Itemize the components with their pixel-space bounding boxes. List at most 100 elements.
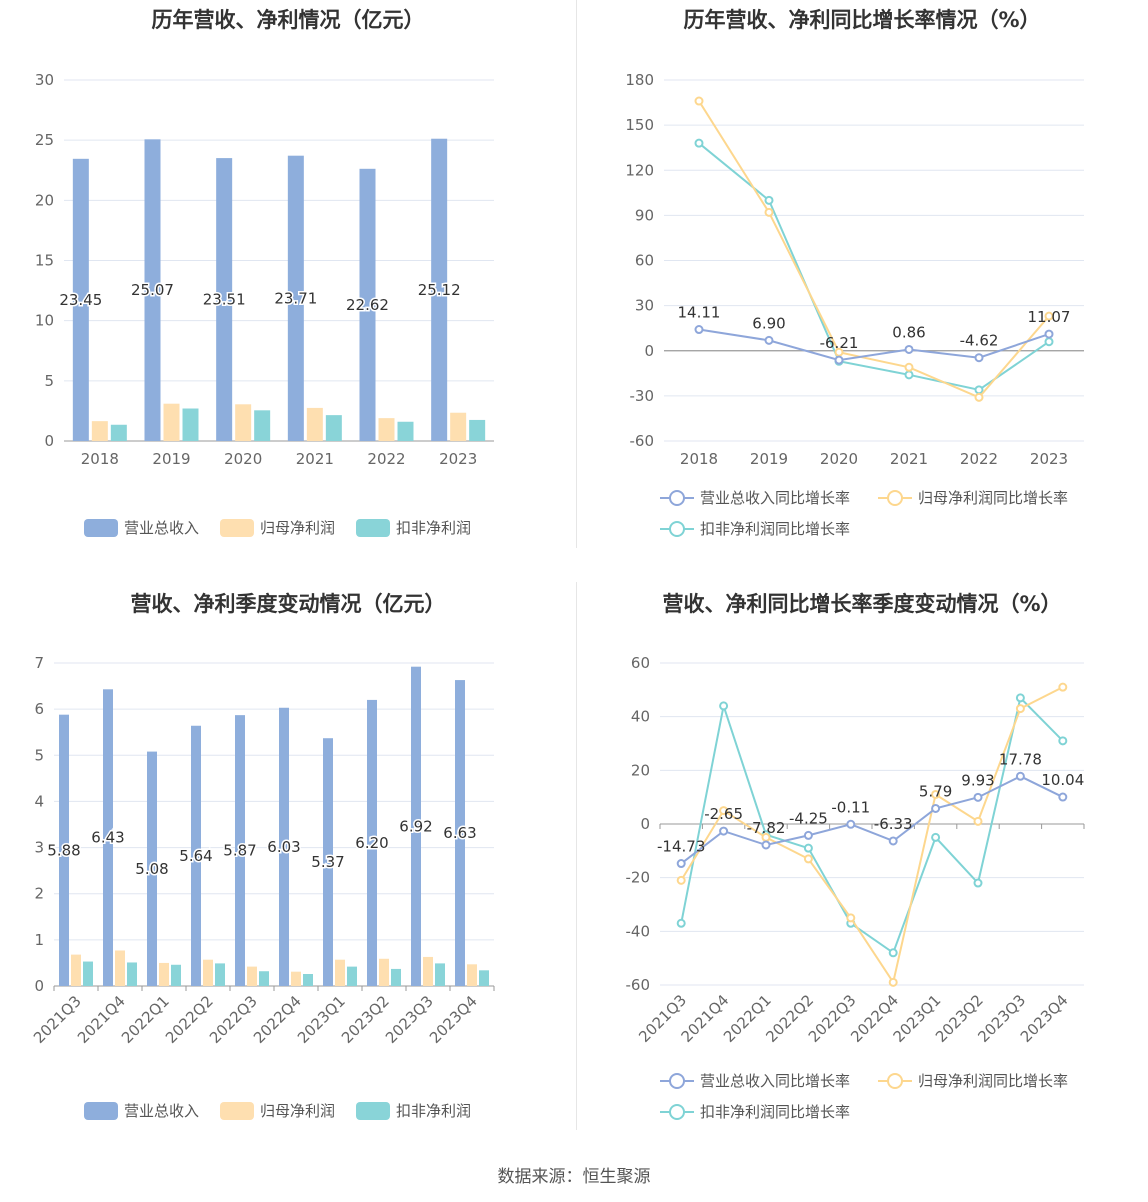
data-label: -0.11 <box>831 798 870 816</box>
bar <box>83 961 93 986</box>
y-tick-label: 0 <box>644 342 654 360</box>
annual-growth-rate-chart: -60 -30 0 30 60 90 120 150 180 2018 2019 2020 2021 20… <box>625 71 1084 538</box>
legend-marker-icon <box>669 490 685 506</box>
y-tick-label: 0 <box>34 977 44 995</box>
x-tick-label: 2021Q4 <box>74 992 129 1047</box>
data-label: -4.62 <box>960 332 999 350</box>
data-label: -4.25 <box>789 809 828 827</box>
y-tick-label: 7 <box>34 654 44 672</box>
y-tick-label: -30 <box>630 387 655 405</box>
bar <box>159 962 169 986</box>
legend-label: 归母净利润同比增长率 <box>918 489 1068 507</box>
data-source-note: 数据来源：恒生聚源 <box>497 1167 651 1187</box>
bar <box>235 404 252 441</box>
bar <box>103 689 113 986</box>
y-tick-label: 2 <box>34 885 44 903</box>
data-point <box>1058 682 1068 692</box>
data-point <box>694 325 704 335</box>
bar <box>127 962 137 986</box>
data-point <box>846 819 856 829</box>
bar <box>191 725 201 986</box>
bar <box>72 158 89 441</box>
series-line <box>680 775 1064 865</box>
y-tick-label: 5 <box>44 372 54 390</box>
bar <box>397 421 414 441</box>
bar <box>359 168 376 441</box>
data-label: 5.37 <box>311 853 344 871</box>
data-point <box>1015 693 1025 703</box>
data-label: 6.43 <box>91 829 124 847</box>
y-tick-label: 30 <box>35 71 54 89</box>
data-point <box>803 854 813 864</box>
data-label: 17.78 <box>999 750 1042 768</box>
bar <box>247 966 257 986</box>
data-label: 6.20 <box>355 834 388 852</box>
y-tick-label: -40 <box>626 922 651 940</box>
x-tick-label: 2022 <box>960 450 998 468</box>
legend-label: 营业总收入同比增长率 <box>700 489 850 507</box>
x-tick-label: 2023Q4 <box>426 992 481 1047</box>
y-tick-label: 40 <box>631 708 650 726</box>
data-point <box>1044 337 1054 347</box>
data-label: 23.45 <box>59 291 102 309</box>
data-label: 0.86 <box>892 323 925 341</box>
data-point <box>694 138 704 148</box>
bar <box>215 963 225 986</box>
data-label: 10.04 <box>1041 771 1084 789</box>
data-point <box>1044 311 1054 321</box>
legend-marker-icon <box>669 1104 685 1120</box>
data-point <box>676 875 686 885</box>
data-point <box>846 913 856 923</box>
bar <box>391 968 401 986</box>
data-point <box>1015 771 1025 781</box>
data-point <box>904 370 914 380</box>
chart-title: 历年营收、净利情况（亿元） <box>151 8 425 32</box>
x-tick-label: 2023 <box>439 450 477 468</box>
bar <box>171 964 181 986</box>
data-point <box>974 385 984 395</box>
legend-swatch-icon <box>84 519 118 537</box>
data-point <box>761 840 771 850</box>
data-label: 5.88 <box>47 841 80 859</box>
bar <box>467 964 477 986</box>
x-tick-label: 2022 <box>367 450 405 468</box>
y-tick-label: 0 <box>640 815 650 833</box>
quarterly-growth-rate-panel: 营收、净利同比增长率季度变动情况（%） -60 -40 -20 0 20 40 60 2021… <box>576 584 1148 1144</box>
data-point <box>974 353 984 363</box>
legend-label: 扣非净利润同比增长率 <box>700 1103 850 1121</box>
series-line <box>680 695 1064 955</box>
chart-title: 营收、净利季度变动情况（亿元） <box>130 592 446 616</box>
data-label: -6.33 <box>874 815 913 833</box>
x-tick-label: 2022Q1 <box>118 992 173 1047</box>
x-tick-label: 2022Q2 <box>162 992 217 1047</box>
data-point <box>719 826 729 836</box>
data-point <box>764 195 774 205</box>
legend-marker-icon <box>887 490 903 506</box>
y-tick-label: -60 <box>626 976 651 994</box>
x-tick-label: 2021Q3 <box>30 992 85 1047</box>
data-point <box>1015 704 1025 714</box>
data-point <box>803 843 813 853</box>
data-point <box>973 878 983 888</box>
data-point <box>973 816 983 826</box>
data-label: 5.08 <box>135 860 168 878</box>
bar <box>325 415 342 441</box>
data-point <box>974 392 984 402</box>
legend-marker-icon <box>887 1073 903 1089</box>
data-point <box>888 948 898 958</box>
y-tick-label: 4 <box>34 792 44 810</box>
data-label: 14.11 <box>678 304 721 322</box>
y-tick-label: 15 <box>35 252 54 270</box>
chart-title: 历年营收、净利同比增长率情况（%） <box>683 8 1041 32</box>
y-tick-label: 20 <box>631 761 650 779</box>
y-tick-label: 150 <box>625 116 654 134</box>
bar <box>147 751 157 986</box>
bar <box>287 155 304 441</box>
y-tick-label: 180 <box>625 71 654 89</box>
annual-revenue-profit-chart: 0 5 10 15 20 25 30 2018 2019 2020 2021 2022 2023 23.4… <box>35 71 494 537</box>
bar <box>303 974 313 986</box>
bar <box>347 966 357 986</box>
x-tick-label: 2018 <box>81 450 119 468</box>
panel-divider-top <box>576 0 577 548</box>
data-point <box>803 830 813 840</box>
